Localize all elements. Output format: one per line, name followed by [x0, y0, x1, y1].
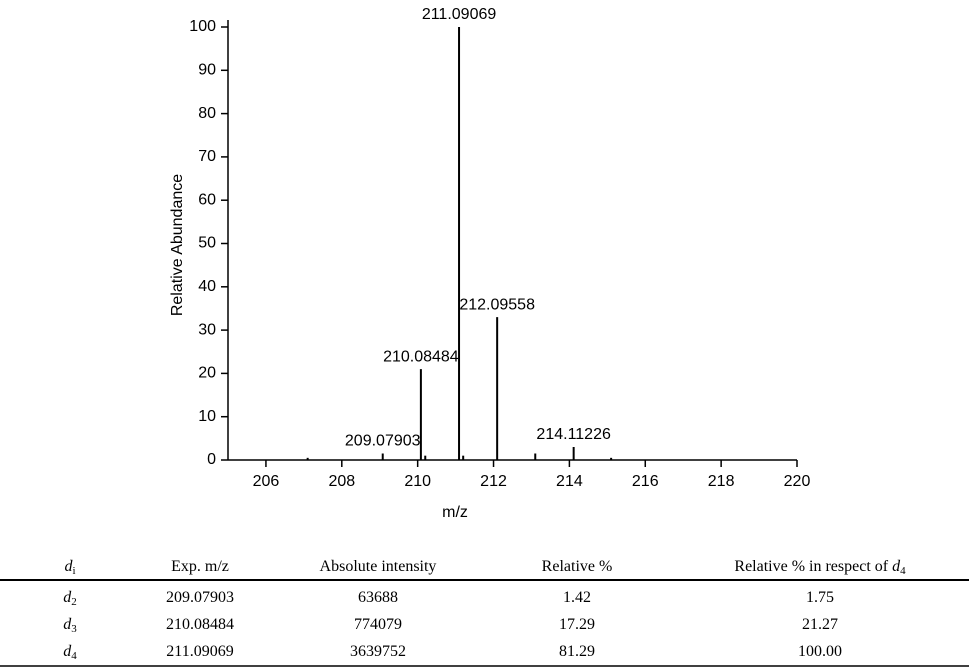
table-cell: 209.07903: [166, 589, 234, 606]
table-cell-sub: 3: [71, 623, 77, 635]
spectrum: Relative Abundance m/z 0 10 20 30 40 50 60 70 80…: [169, 6, 810, 521]
table-cell: 774079: [354, 616, 402, 633]
table-cell: 1.42: [563, 589, 591, 606]
table-cell: 100.00: [798, 643, 842, 660]
peak-label: 214.11226: [536, 426, 611, 443]
table-cell: 211.09069: [166, 643, 233, 660]
table-cell-text: 774079: [354, 616, 402, 633]
table-cell-text: 17.29: [559, 616, 595, 633]
table-cell-text: 63688: [358, 589, 398, 606]
x-tick-label: 220: [784, 473, 811, 490]
y-tick-label: 70: [198, 148, 216, 165]
y-axis-label: Relative Abundance: [169, 174, 186, 316]
table-cell: 81.29: [559, 643, 595, 660]
x-tick-label: 218: [708, 473, 735, 490]
table-cell-var: d: [63, 643, 72, 660]
peak-label: 209.07903: [345, 433, 421, 450]
table-cell-text: 100.00: [798, 643, 842, 660]
header-cell-var: d: [892, 558, 901, 575]
table-cell-text: 1.75: [806, 589, 834, 606]
table-cell-sub: 2: [71, 596, 77, 608]
x-tick-label: 210: [404, 473, 431, 490]
y-tick-label: 90: [198, 62, 216, 79]
table-cell-text: 3639752: [350, 643, 406, 660]
header-cell: Exp. m/z: [171, 558, 229, 575]
header-cell-sub: i: [72, 565, 75, 577]
y-tick-label: 0: [207, 451, 216, 468]
table-cell-text: 1.42: [563, 589, 591, 606]
table-cell: 210.08484: [166, 616, 234, 633]
table-cell-sub: 4: [71, 650, 77, 662]
x-tick-label: 216: [632, 473, 659, 490]
table-cell-text: 209.07903: [166, 589, 234, 606]
table: di Exp. m/z Absolute intensity Relative % Re…: [0, 558, 969, 667]
header-cell-text: Relative %: [542, 558, 613, 575]
x-tick-label: 214: [556, 473, 583, 490]
table-cell-text: 21.27: [802, 616, 838, 633]
y-tick-label: 20: [198, 365, 216, 382]
header-cell-text: Exp. m/z: [171, 558, 229, 575]
y-tick-label: 10: [198, 408, 216, 425]
x-tick-label: 206: [253, 473, 280, 490]
x-tick-label: 208: [328, 473, 355, 490]
header-cell-sub: 4: [900, 565, 906, 577]
y-tick-label: 40: [198, 278, 216, 295]
header-cell: Relative %: [542, 558, 613, 575]
table-cell-text: 210.08484: [166, 616, 234, 633]
table-cell-var: d: [63, 589, 72, 606]
table-cell: 21.27: [802, 616, 838, 633]
header-cell: di: [64, 558, 75, 577]
table-cell: 3639752: [350, 643, 406, 660]
header-cell: Absolute intensity: [320, 558, 437, 575]
peak-label: 211.09069: [422, 6, 497, 23]
header-cell-text: Absolute intensity: [320, 558, 437, 575]
table-cell: 17.29: [559, 616, 595, 633]
table-cell: d2: [63, 589, 77, 608]
header-cell-var: d: [64, 558, 73, 575]
header-cell-text: Relative % in respect of: [734, 558, 892, 575]
y-tick-label: 100: [189, 18, 216, 35]
table-cell: d3: [63, 616, 77, 635]
x-axis-label: m/z: [442, 504, 468, 521]
y-tick-label: 60: [198, 191, 216, 208]
peak-label: 212.09558: [459, 296, 535, 313]
table-cell-var: d: [63, 616, 72, 633]
y-tick-label: 50: [198, 235, 216, 252]
table-cell: d4: [63, 643, 77, 662]
table-cell-text: 81.29: [559, 643, 595, 660]
x-tick-label: 212: [480, 473, 507, 490]
table-cell: 1.75: [806, 589, 834, 606]
table-cell: 63688: [358, 589, 398, 606]
y-tick-label: 30: [198, 321, 216, 338]
table-cell-text: 211.09069: [166, 643, 233, 660]
header-cell: Relative % in respect of d4: [734, 558, 906, 577]
peak-label: 210.08484: [383, 348, 459, 365]
y-tick-label: 80: [198, 105, 216, 122]
